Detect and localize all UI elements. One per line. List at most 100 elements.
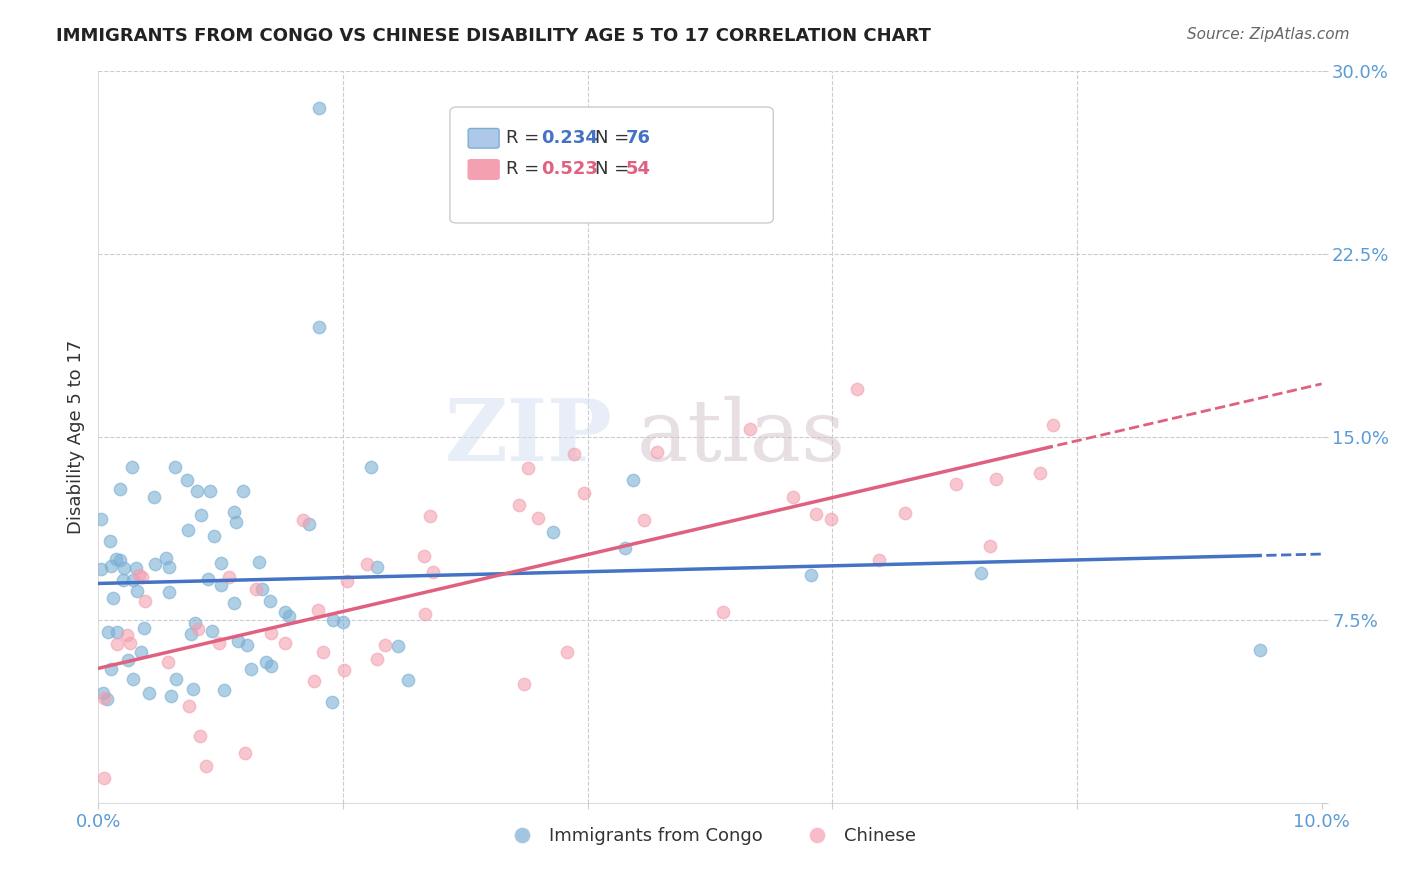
Immigrants from Congo [121, 672, 143, 686]
Chinese [820, 512, 842, 526]
Chinese [740, 422, 762, 436]
Chinese [986, 472, 1008, 486]
Immigrants from Congo [108, 552, 131, 566]
Immigrants from Congo [112, 573, 135, 587]
Immigrants from Congo [163, 460, 186, 475]
Text: R =: R = [506, 129, 546, 147]
Immigrants from Congo [134, 621, 156, 635]
Immigrants from Congo [252, 582, 274, 597]
Immigrants from Congo [232, 483, 254, 498]
Chinese [188, 729, 211, 743]
Immigrants from Congo [138, 686, 160, 700]
Immigrants from Congo [209, 556, 232, 570]
Immigrants from Congo [105, 624, 128, 639]
Immigrants from Congo [181, 681, 204, 696]
Text: IMMIGRANTS FROM CONGO VS CHINESE DISABILITY AGE 5 TO 17 CORRELATION CHART: IMMIGRANTS FROM CONGO VS CHINESE DISABIL… [56, 27, 931, 45]
Chinese [711, 606, 734, 620]
Immigrants from Congo [321, 695, 343, 709]
Chinese [419, 508, 441, 523]
Text: Source: ZipAtlas.com: Source: ZipAtlas.com [1187, 27, 1350, 42]
Text: 76: 76 [626, 129, 651, 147]
Immigrants from Congo [145, 558, 167, 572]
Immigrants from Congo [129, 645, 152, 659]
Immigrants from Congo [121, 459, 143, 474]
Chinese [422, 565, 444, 579]
Chinese [413, 549, 436, 564]
Chinese [312, 645, 335, 659]
Chinese [1028, 466, 1050, 480]
Chinese [633, 513, 655, 527]
Immigrants from Congo [197, 572, 219, 586]
Chinese [572, 485, 595, 500]
Chinese [157, 656, 180, 670]
Immigrants from Congo [96, 692, 118, 706]
Immigrants from Congo [254, 655, 277, 669]
Chinese [208, 636, 231, 650]
Chinese [1042, 417, 1064, 432]
Chinese [804, 507, 827, 521]
Immigrants from Congo [209, 577, 232, 591]
Immigrants from Congo [186, 484, 208, 499]
Immigrants from Congo [360, 459, 382, 474]
Immigrants from Congo [322, 613, 344, 627]
Immigrants from Congo [200, 624, 222, 639]
Chinese [513, 677, 536, 691]
Immigrants from Congo [274, 605, 297, 619]
Chinese [517, 461, 540, 475]
Immigrants from Congo [239, 662, 262, 676]
Immigrants from Congo [277, 609, 299, 624]
Immigrants from Congo [190, 508, 212, 522]
Immigrants from Congo [225, 515, 247, 529]
Chinese [868, 553, 890, 567]
Chinese [555, 645, 578, 659]
Text: N =: N = [595, 129, 634, 147]
Immigrants from Congo [308, 101, 330, 115]
Immigrants from Congo [1249, 643, 1271, 657]
Immigrants from Congo [90, 562, 112, 576]
Immigrants from Congo [122, 574, 145, 588]
Immigrants from Congo [222, 597, 245, 611]
Chinese [117, 627, 139, 641]
Text: R =: R = [506, 161, 546, 178]
Immigrants from Congo [308, 320, 330, 334]
Immigrants from Congo [159, 690, 181, 704]
Chinese [366, 652, 388, 666]
Immigrants from Congo [970, 566, 993, 580]
Y-axis label: Disability Age 5 to 17: Disability Age 5 to 17 [66, 340, 84, 534]
Chinese [93, 690, 115, 705]
Immigrants from Congo [621, 474, 644, 488]
Chinese [415, 607, 437, 621]
Chinese [233, 746, 256, 760]
Chinese [374, 638, 396, 652]
Legend: Immigrants from Congo, Chinese: Immigrants from Congo, Chinese [496, 820, 924, 852]
Chinese [187, 622, 209, 636]
Chinese [93, 772, 115, 786]
Immigrants from Congo [176, 473, 198, 487]
Chinese [260, 625, 283, 640]
Chinese [945, 477, 967, 491]
Immigrants from Congo [198, 484, 221, 499]
Chinese [105, 637, 128, 651]
Chinese [291, 512, 314, 526]
Text: ZIP: ZIP [444, 395, 612, 479]
Immigrants from Congo [332, 615, 354, 630]
Immigrants from Congo [366, 560, 388, 574]
Chinese [118, 636, 141, 650]
Immigrants from Congo [105, 552, 128, 566]
Chinese [332, 663, 354, 677]
Immigrants from Congo [155, 550, 177, 565]
Immigrants from Congo [112, 561, 135, 575]
Immigrants from Congo [226, 634, 249, 648]
Immigrants from Congo [247, 555, 270, 569]
Text: N =: N = [595, 161, 634, 178]
Chinese [134, 594, 156, 608]
Immigrants from Congo [125, 561, 148, 575]
Chinese [782, 490, 804, 504]
Immigrants from Congo [541, 525, 564, 540]
Immigrants from Congo [212, 682, 235, 697]
Immigrants from Congo [100, 558, 122, 573]
Text: 0.523: 0.523 [541, 161, 598, 178]
Immigrants from Congo [177, 523, 200, 537]
Immigrants from Congo [90, 512, 112, 526]
Immigrants from Congo [202, 529, 225, 543]
